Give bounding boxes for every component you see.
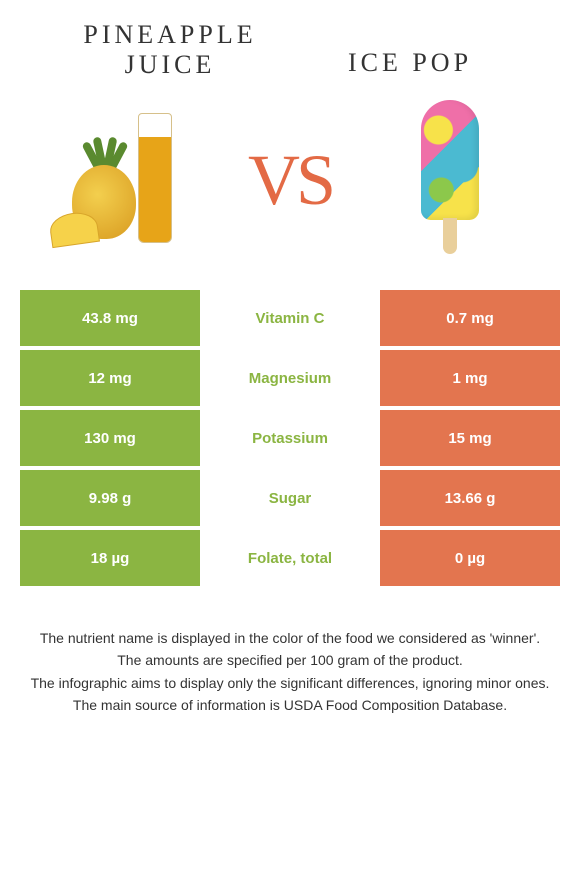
left-value: 18 µg bbox=[20, 530, 200, 586]
nutrient-name: Magnesium bbox=[200, 350, 380, 406]
right-value: 0.7 mg bbox=[380, 290, 560, 346]
right-value: 1 mg bbox=[380, 350, 560, 406]
header: PINEAPPLE JUICE ICE POP bbox=[0, 0, 580, 90]
nutrient-table: 43.8 mgVitamin C0.7 mg12 mgMagnesium1 mg… bbox=[20, 290, 560, 586]
ice-pop-icon bbox=[421, 100, 479, 220]
table-row: 43.8 mgVitamin C0.7 mg bbox=[20, 290, 560, 346]
vs-label: VS bbox=[248, 139, 332, 222]
right-value: 15 mg bbox=[380, 410, 560, 466]
right-value: 13.66 g bbox=[380, 470, 560, 526]
footer-line: The main source of information is USDA F… bbox=[30, 695, 550, 715]
left-value: 130 mg bbox=[20, 410, 200, 466]
table-row: 12 mgMagnesium1 mg bbox=[20, 350, 560, 406]
pineapple-juice-image bbox=[40, 100, 220, 260]
ice-pop-image bbox=[360, 100, 540, 260]
footer-line: The nutrient name is displayed in the co… bbox=[30, 628, 550, 648]
table-row: 130 mgPotassium15 mg bbox=[20, 410, 560, 466]
left-value: 12 mg bbox=[20, 350, 200, 406]
images-row: VS bbox=[0, 90, 580, 280]
footer-notes: The nutrient name is displayed in the co… bbox=[0, 590, 580, 715]
right-value: 0 µg bbox=[380, 530, 560, 586]
right-food-title: ICE POP bbox=[300, 20, 520, 78]
left-food-title: PINEAPPLE JUICE bbox=[60, 20, 280, 80]
footer-line: The amounts are specified per 100 gram o… bbox=[30, 650, 550, 670]
ice-pop-stick-icon bbox=[443, 218, 457, 254]
juice-glass-icon bbox=[138, 113, 172, 243]
table-row: 9.98 gSugar13.66 g bbox=[20, 470, 560, 526]
nutrient-name: Vitamin C bbox=[200, 290, 380, 346]
left-value: 43.8 mg bbox=[20, 290, 200, 346]
nutrient-name: Potassium bbox=[200, 410, 380, 466]
left-value: 9.98 g bbox=[20, 470, 200, 526]
footer-line: The infographic aims to display only the… bbox=[30, 673, 550, 693]
nutrient-name: Sugar bbox=[200, 470, 380, 526]
nutrient-name: Folate, total bbox=[200, 530, 380, 586]
table-row: 18 µgFolate, total0 µg bbox=[20, 530, 560, 586]
